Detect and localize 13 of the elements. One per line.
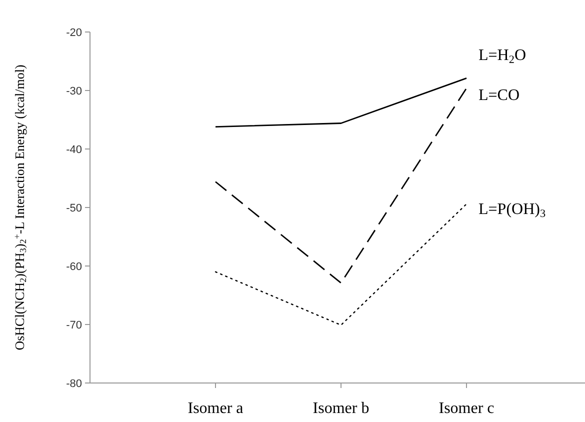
x-tick-label: Isomer a	[188, 400, 244, 417]
y-tick-label: -20	[66, 26, 82, 39]
series-label: L=CO	[478, 87, 520, 104]
y-tick-label: -40	[66, 144, 82, 156]
y-tick-label: -70	[66, 319, 82, 332]
y-tick-label: -80	[66, 378, 82, 390]
y-tick-label: -60	[66, 260, 82, 273]
series-label: L=P(OH)$_{3}$	[478, 200, 546, 220]
x-tick-label: Isomer c	[438, 400, 494, 417]
x-tick-label: Isomer b	[312, 400, 370, 417]
y-tick-label: -50	[66, 202, 82, 214]
series-label: L=H$_{2}$O	[478, 47, 526, 66]
y-tick-label: -30	[66, 85, 82, 98]
